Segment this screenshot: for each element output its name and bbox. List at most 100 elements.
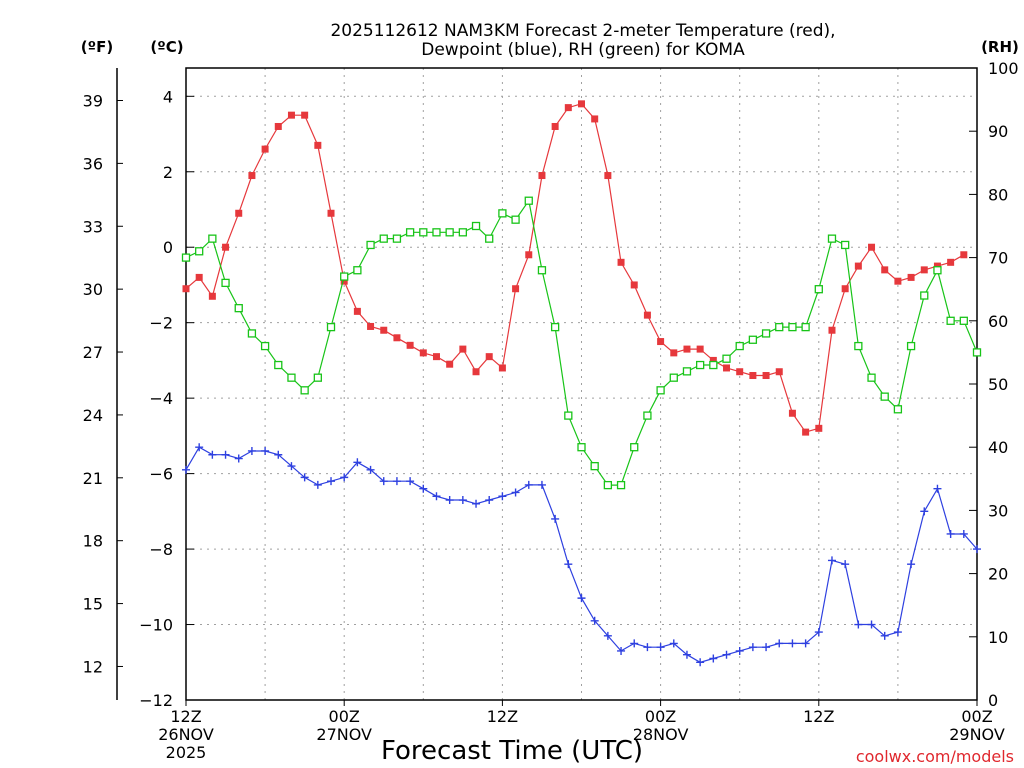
f-tick-label: 36 (83, 154, 103, 173)
temperature-point (578, 100, 585, 108)
dewpoint-point (247, 446, 256, 455)
dewpoint-point (590, 616, 599, 625)
c-tick-label: −12 (139, 691, 173, 710)
dewpoint-point (577, 594, 586, 603)
dewpoint-point (313, 480, 322, 489)
rh-point (775, 322, 784, 332)
dewpoint-point (287, 462, 296, 471)
x-tick-label: 27NOV (316, 725, 372, 744)
temperature-point (551, 122, 559, 130)
temperature-point (947, 258, 955, 266)
x-tick-label: 26NOV (158, 725, 214, 744)
dewpoint-point (524, 480, 533, 489)
rh-point (841, 240, 850, 250)
dewpoint-point (274, 450, 283, 459)
f-tick-label: 21 (83, 469, 103, 488)
f-tick-label: 30 (83, 280, 103, 299)
rh-point (550, 322, 560, 332)
temperature-point (512, 285, 520, 293)
rh-point (379, 234, 388, 243)
grid-lines (186, 68, 977, 700)
x-tick-label: 28NOV (633, 725, 689, 744)
c-tick-label: −4 (149, 389, 173, 408)
dewpoint-point (907, 560, 916, 569)
temperature-point (195, 273, 203, 281)
rh-point (247, 329, 257, 338)
temperature-point (353, 307, 361, 315)
rh-point (287, 373, 296, 382)
dewpoint-point (841, 560, 850, 569)
rh-point (326, 322, 336, 332)
rh-point (616, 480, 626, 490)
rh-tick-label: 20 (988, 565, 1008, 584)
dewpoint-point (564, 560, 573, 569)
rh-tick-label: 70 (988, 249, 1008, 268)
temperature-point (182, 285, 190, 293)
rh-point (709, 360, 718, 370)
temperature-point (564, 104, 572, 112)
temperature-point (749, 372, 757, 380)
x-tick-label: 00Z (645, 707, 676, 726)
dewpoint-point (392, 477, 401, 486)
rh-tick-label: 40 (988, 438, 1008, 457)
temperature-point (248, 172, 256, 180)
rh-point (392, 234, 402, 243)
dewpoint-point (722, 650, 731, 659)
temperature-point (380, 326, 388, 334)
temperature-point (841, 285, 849, 293)
dewpoint-point (933, 484, 942, 493)
dewpoint-point (498, 492, 507, 501)
rh-point (405, 228, 415, 237)
dewpoint-point (775, 639, 784, 648)
rh-point (300, 386, 309, 395)
temperature-point (406, 341, 414, 349)
dewpoint-point (261, 446, 270, 455)
unit-label-rh: (RH) (981, 38, 1019, 56)
dewpoint-point (234, 454, 243, 463)
dewpoint-point (827, 556, 836, 565)
temperature-point (630, 281, 638, 289)
temperature-point (459, 345, 467, 353)
dewpoint-point (801, 639, 810, 648)
x-tick-label: 29NOV (949, 725, 1005, 744)
dewpoint-point (709, 654, 718, 663)
dewpoint-point (419, 484, 428, 493)
dewpoint-point (682, 650, 691, 659)
rh-point (735, 341, 744, 351)
temperature-point (340, 277, 348, 285)
rh-point (221, 278, 230, 288)
rh-point (696, 360, 705, 370)
temperature-point (762, 372, 770, 380)
rh-point (827, 234, 837, 243)
dewpoint-point (788, 639, 797, 648)
temperature-point (525, 251, 533, 259)
temperature-point (960, 251, 968, 259)
temperature-point (828, 326, 836, 334)
temperature-point (393, 334, 401, 342)
f-tick-label: 33 (83, 217, 103, 236)
dewpoint-point (669, 639, 678, 648)
rh-tick-label: 30 (988, 501, 1008, 520)
rh-point (195, 247, 204, 256)
dewpoint-point (630, 639, 639, 648)
dewpoint-point (867, 620, 876, 629)
rh-point (854, 341, 863, 351)
rh-tick-label: 0 (988, 691, 998, 710)
dewpoint-point (406, 477, 415, 486)
temperature-point (788, 409, 796, 417)
c-tick-label: −10 (139, 616, 173, 635)
rh-point (234, 304, 243, 313)
rh-point (946, 316, 955, 325)
rh-point (419, 228, 428, 237)
temperature-point (802, 428, 810, 436)
temperature-point (775, 368, 783, 376)
rh-point (458, 228, 468, 237)
rh-point (432, 228, 441, 237)
axes: 39363330272421181512420−2−4−6−8−10−12100… (83, 59, 1019, 762)
temperature-point (657, 338, 665, 346)
f-tick-label: 18 (83, 532, 103, 551)
temperature-point (261, 145, 269, 153)
f-tick-label: 12 (83, 657, 103, 676)
rh-point (208, 234, 217, 243)
x-tick-label: 12Z (803, 707, 834, 726)
